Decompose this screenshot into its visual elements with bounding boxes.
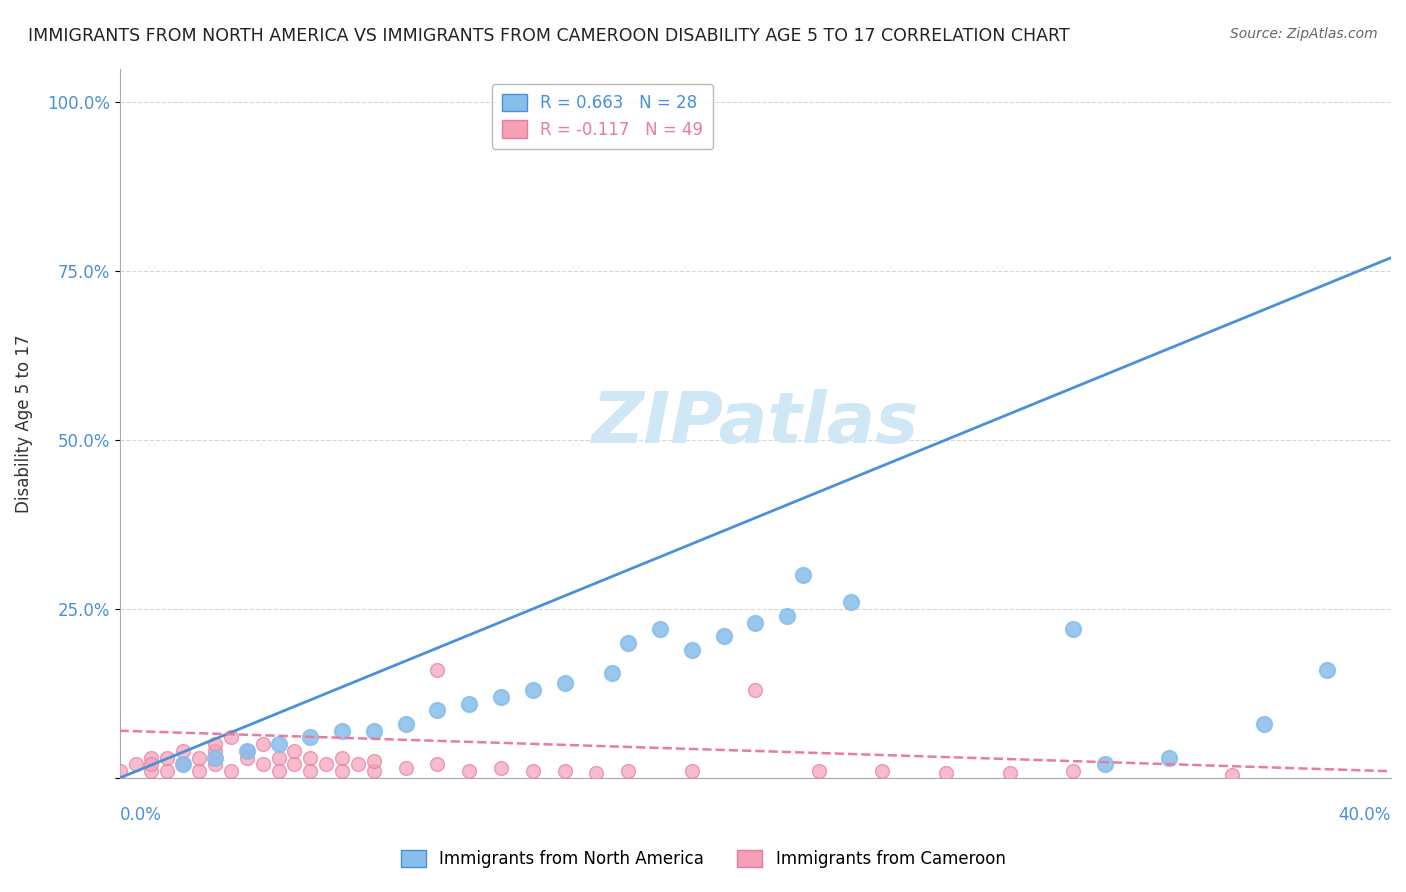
- Point: [299, 764, 322, 779]
- Point: [489, 761, 512, 775]
- Point: [1220, 767, 1243, 781]
- Point: [330, 764, 353, 779]
- Point: [299, 731, 322, 745]
- Point: [204, 750, 226, 764]
- Point: [283, 757, 305, 772]
- Point: [489, 690, 512, 704]
- Point: [935, 765, 957, 780]
- Point: [252, 757, 274, 772]
- Point: [395, 761, 418, 775]
- Point: [330, 750, 353, 764]
- Point: [426, 703, 449, 717]
- Point: [267, 750, 290, 764]
- Point: [585, 765, 607, 780]
- Point: [283, 744, 305, 758]
- Point: [252, 737, 274, 751]
- Point: [776, 608, 799, 623]
- Point: [299, 750, 322, 764]
- Point: [792, 568, 814, 582]
- Point: [219, 764, 242, 779]
- Point: [267, 737, 290, 751]
- Point: [522, 764, 544, 779]
- Point: [744, 615, 766, 630]
- Point: [235, 750, 257, 764]
- Point: [141, 764, 163, 779]
- Point: [347, 757, 370, 772]
- Point: [554, 676, 576, 690]
- Point: [235, 744, 257, 758]
- Point: [204, 757, 226, 772]
- Text: ZIPatlas: ZIPatlas: [592, 389, 920, 458]
- Legend: R = 0.663   N = 28, R = -0.117   N = 49: R = 0.663 N = 28, R = -0.117 N = 49: [492, 84, 713, 149]
- Point: [600, 666, 623, 681]
- Point: [1062, 764, 1084, 779]
- Point: [363, 754, 385, 768]
- Point: [204, 737, 226, 751]
- Point: [458, 697, 481, 711]
- Point: [363, 764, 385, 779]
- Point: [744, 683, 766, 698]
- Point: [108, 764, 131, 779]
- Y-axis label: Disability Age 5 to 17: Disability Age 5 to 17: [15, 334, 32, 513]
- Point: [395, 717, 418, 731]
- Point: [648, 623, 671, 637]
- Text: 40.0%: 40.0%: [1339, 806, 1391, 824]
- Point: [617, 764, 640, 779]
- Point: [554, 764, 576, 779]
- Point: [235, 744, 257, 758]
- Point: [141, 750, 163, 764]
- Point: [172, 744, 194, 758]
- Point: [426, 757, 449, 772]
- Point: [1157, 750, 1180, 764]
- Point: [1253, 717, 1275, 731]
- Point: [617, 636, 640, 650]
- Point: [839, 595, 862, 609]
- Point: [204, 744, 226, 758]
- Point: [681, 642, 703, 657]
- Point: [458, 764, 481, 779]
- Point: [219, 731, 242, 745]
- Point: [426, 663, 449, 677]
- Point: [141, 757, 163, 772]
- Point: [172, 757, 194, 772]
- Point: [315, 757, 337, 772]
- Point: [330, 723, 353, 738]
- Point: [156, 764, 179, 779]
- Point: [807, 764, 830, 779]
- Text: Source: ZipAtlas.com: Source: ZipAtlas.com: [1230, 27, 1378, 41]
- Point: [188, 750, 211, 764]
- Point: [998, 765, 1021, 780]
- Point: [872, 764, 894, 779]
- Point: [1316, 663, 1339, 677]
- Point: [172, 757, 194, 772]
- Point: [188, 764, 211, 779]
- Point: [522, 683, 544, 698]
- Text: IMMIGRANTS FROM NORTH AMERICA VS IMMIGRANTS FROM CAMEROON DISABILITY AGE 5 TO 17: IMMIGRANTS FROM NORTH AMERICA VS IMMIGRA…: [28, 27, 1070, 45]
- Point: [713, 629, 735, 643]
- Point: [156, 750, 179, 764]
- Point: [267, 764, 290, 779]
- Legend: Immigrants from North America, Immigrants from Cameroon: Immigrants from North America, Immigrant…: [394, 843, 1012, 875]
- Text: 0.0%: 0.0%: [120, 806, 162, 824]
- Point: [1062, 623, 1084, 637]
- Point: [124, 757, 146, 772]
- Point: [363, 723, 385, 738]
- Point: [1094, 757, 1116, 772]
- Point: [681, 764, 703, 779]
